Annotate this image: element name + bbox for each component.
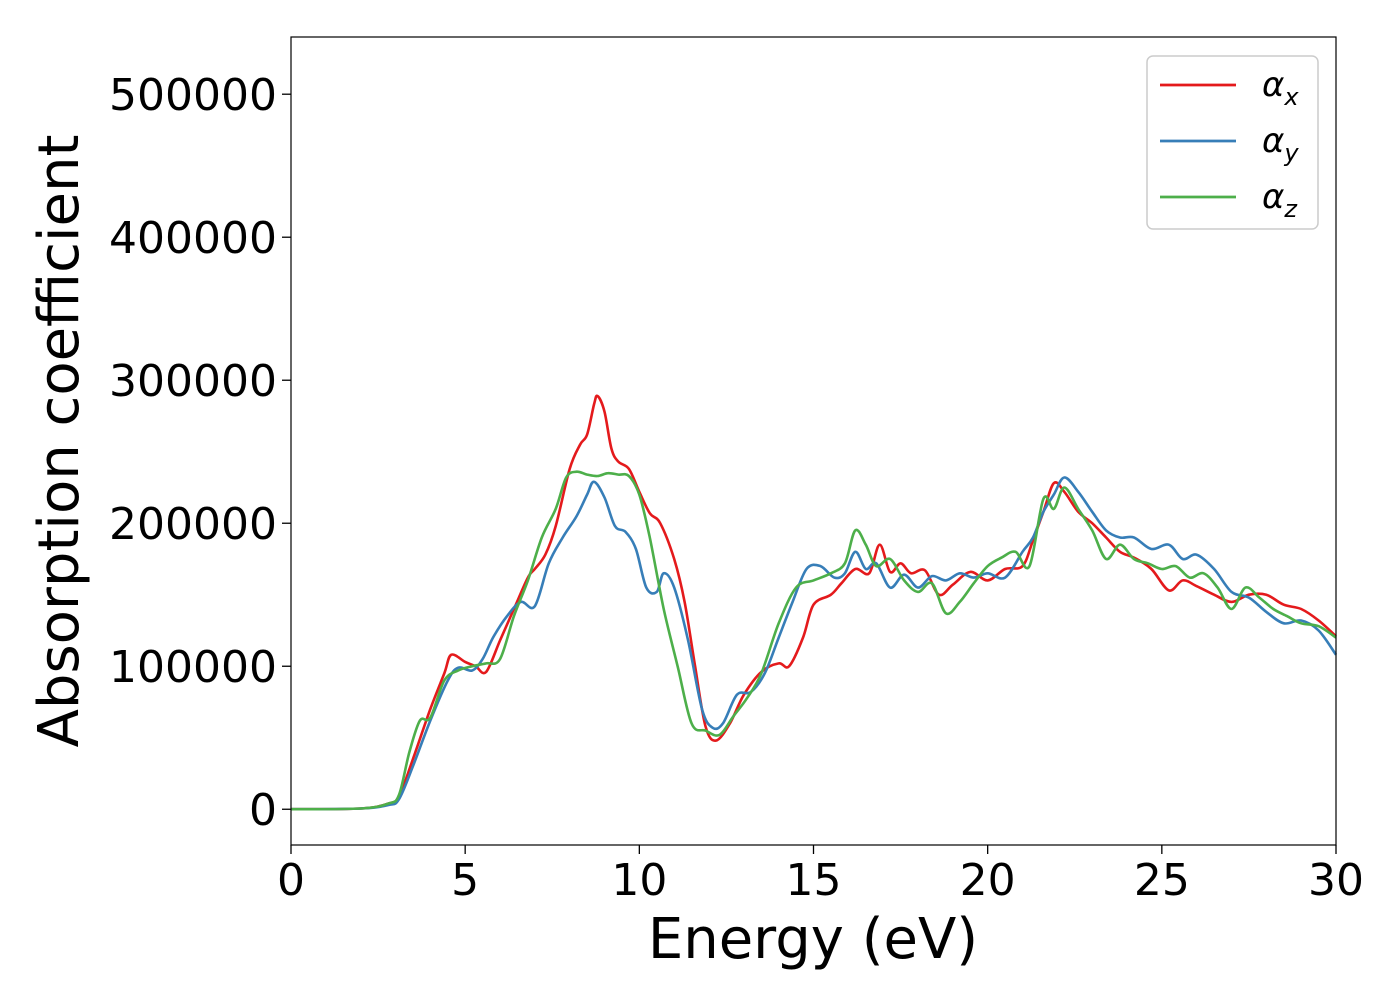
ticks-layer: 0 5 10 15 20 25 30 0 100000 200000 300000 400000 500… [109,70,1364,906]
legend-box [1146,55,1319,230]
series-layer [290,394,1338,811]
x-tick-label: 5 [451,855,479,906]
x-tick-label: 10 [611,855,667,906]
x-axis-label: Energy (eV) [648,907,978,972]
x-tick-label: 20 [960,855,1016,906]
legend: αx αy αz [1146,55,1319,230]
x-tick-label: 30 [1308,855,1364,906]
series-line-y [290,476,1338,811]
y-tick-label: 500000 [109,70,277,121]
y-tick-label: 100000 [109,642,277,693]
x-tick-label: 15 [786,855,842,906]
y-axis-label: Absorption coefficient [27,135,92,748]
x-tick-label: 25 [1134,855,1190,906]
legend-label-y: αy [1262,121,1299,167]
series-line-x [290,394,1337,811]
y-tick-label: 300000 [109,356,277,407]
x-tick-label: 0 [277,855,305,906]
y-tick-label: 400000 [109,213,277,264]
series-line-z [290,470,1337,811]
legend-label-x: αx [1262,65,1299,111]
y-tick-label: 0 [249,785,277,836]
y-tick-label: 200000 [109,499,277,550]
legend-label-z: αz [1262,177,1298,223]
